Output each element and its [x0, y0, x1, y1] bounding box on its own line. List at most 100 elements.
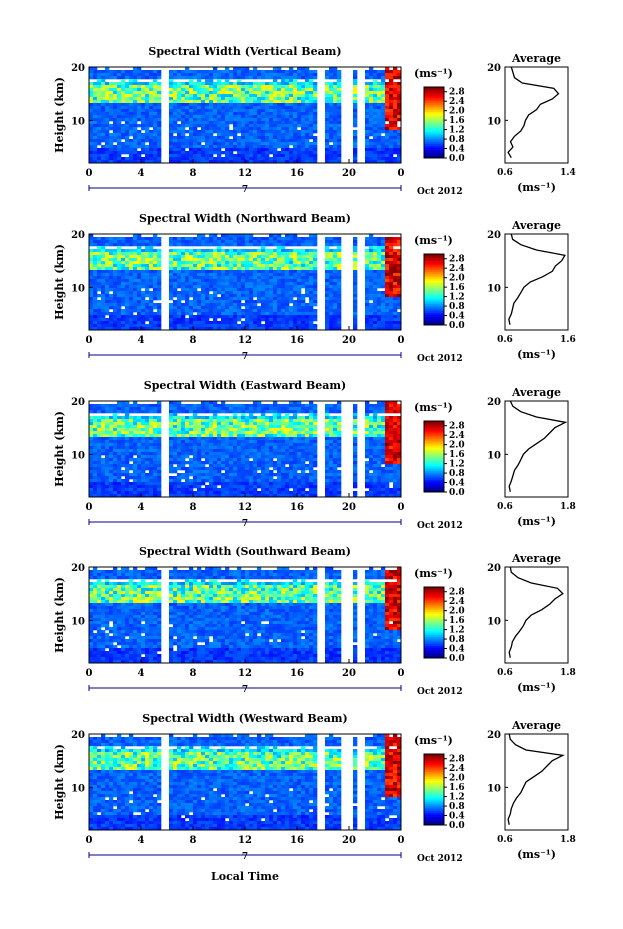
heatmap-cell [113, 306, 118, 310]
heatmap-cell [181, 306, 186, 310]
heatmap-cell [373, 324, 378, 328]
heatmap-cell [129, 312, 134, 316]
colorbar-swatch [424, 316, 444, 319]
heatmap-cell [93, 485, 98, 489]
heatmap-cell [233, 282, 238, 286]
heatmap-cell [333, 160, 338, 164]
heatmap-cell [117, 470, 122, 474]
heatmap-cell [269, 103, 274, 107]
heatmap-cell [233, 118, 238, 122]
heatmap-cell [293, 145, 298, 149]
heatmap-cell [397, 267, 402, 271]
heatmap-cell [305, 109, 310, 113]
heatmap-cell [281, 151, 286, 155]
colorbar-swatch [424, 269, 444, 273]
heatmap-cell [245, 130, 250, 134]
heatmap-cell [97, 306, 102, 310]
heatmap-cell [125, 437, 130, 441]
heatmap-cell [177, 416, 182, 420]
heatmap-cell [261, 318, 266, 322]
heatmap-cell [313, 124, 318, 128]
heatmap-cell [221, 300, 226, 304]
heatmap-cell [261, 273, 266, 277]
heatmap-cell [153, 458, 158, 462]
heatmap-cell [117, 297, 122, 301]
heatmap-cell [381, 112, 386, 116]
heatmap-cell [245, 124, 250, 128]
heatmap-cell [257, 258, 262, 262]
heatmap-cell [373, 70, 378, 74]
heatmap-cell [305, 324, 310, 328]
heatmap-cell [129, 309, 134, 313]
heatmap-cell [393, 136, 398, 140]
heatmap-cell [133, 94, 138, 98]
heatmap-cell [153, 115, 158, 119]
heatmap-cell [309, 255, 314, 259]
heatmap-cell [225, 258, 230, 262]
heatmap-cell [377, 261, 382, 265]
heatmap-cell [289, 309, 294, 313]
heatmap-cell [129, 428, 134, 432]
heatmap-cell [261, 103, 266, 107]
heatmap-cell [369, 258, 374, 262]
heatmap-cell [141, 455, 146, 459]
heatmap-cell [377, 106, 382, 110]
heatmap-cell [89, 449, 94, 453]
heatmap-cell [253, 261, 258, 265]
heatmap-cell [97, 410, 102, 414]
colorbar-swatch [424, 106, 444, 109]
heatmap-cell [229, 267, 234, 271]
heatmap-cell [149, 100, 154, 104]
heatmap-cell [145, 258, 150, 262]
heatmap-cell [153, 127, 158, 131]
heatmap-cell [229, 142, 234, 146]
heatmap-cell [353, 121, 358, 125]
heatmap-cell [133, 288, 138, 292]
heatmap-cell [117, 264, 122, 268]
heatmap-cell [225, 315, 230, 319]
heatmap-cell [281, 106, 286, 110]
heatmap-cell [93, 124, 98, 128]
heatmap-cell [145, 133, 150, 137]
heatmap-cell [105, 482, 110, 486]
heatmap-cell [181, 145, 186, 149]
heatmap-cell [125, 100, 130, 104]
heatmap-cell [173, 404, 178, 408]
heatmap-cell [245, 73, 250, 77]
heatmap-cell [277, 85, 282, 89]
heatmap-cell [313, 249, 318, 253]
heatmap-cell [149, 73, 154, 77]
heatmap-cell [185, 112, 190, 116]
heatmap-cell [365, 285, 370, 289]
heatmap-cell [309, 112, 314, 116]
heatmap-cell [237, 91, 242, 95]
heatmap-cell [337, 303, 342, 307]
heatmap-cell [89, 103, 94, 107]
heatmap-cell [365, 151, 370, 155]
heatmap-cell [153, 321, 158, 325]
heatmap-cell [121, 300, 126, 304]
heatmap-cell [181, 70, 186, 74]
heatmap-cell [97, 148, 102, 152]
heatmap-cell [133, 404, 138, 408]
heatmap-cell [129, 488, 134, 492]
heatmap-cell [309, 118, 314, 122]
heatmap-cell [297, 303, 302, 307]
heatmap-cell [189, 261, 194, 265]
heatmap-cell [141, 309, 146, 313]
heatmap-cell [249, 288, 254, 292]
heatmap-cell [109, 124, 114, 128]
heatmap-cell [157, 145, 162, 149]
heatmap-cell [253, 324, 258, 328]
heatmap-cell [281, 94, 286, 98]
heatmap-cell [173, 288, 178, 292]
heatmap-cell [101, 246, 106, 250]
heatmap-cell [157, 455, 162, 459]
heatmap-cell [101, 130, 106, 134]
heatmap-cell [397, 106, 402, 110]
heatmap-cell [329, 160, 334, 164]
heatmap-cell [389, 285, 394, 289]
heatmap-cell [129, 437, 134, 441]
heatmap-cell [381, 76, 386, 80]
heatmap-cell [117, 419, 122, 423]
